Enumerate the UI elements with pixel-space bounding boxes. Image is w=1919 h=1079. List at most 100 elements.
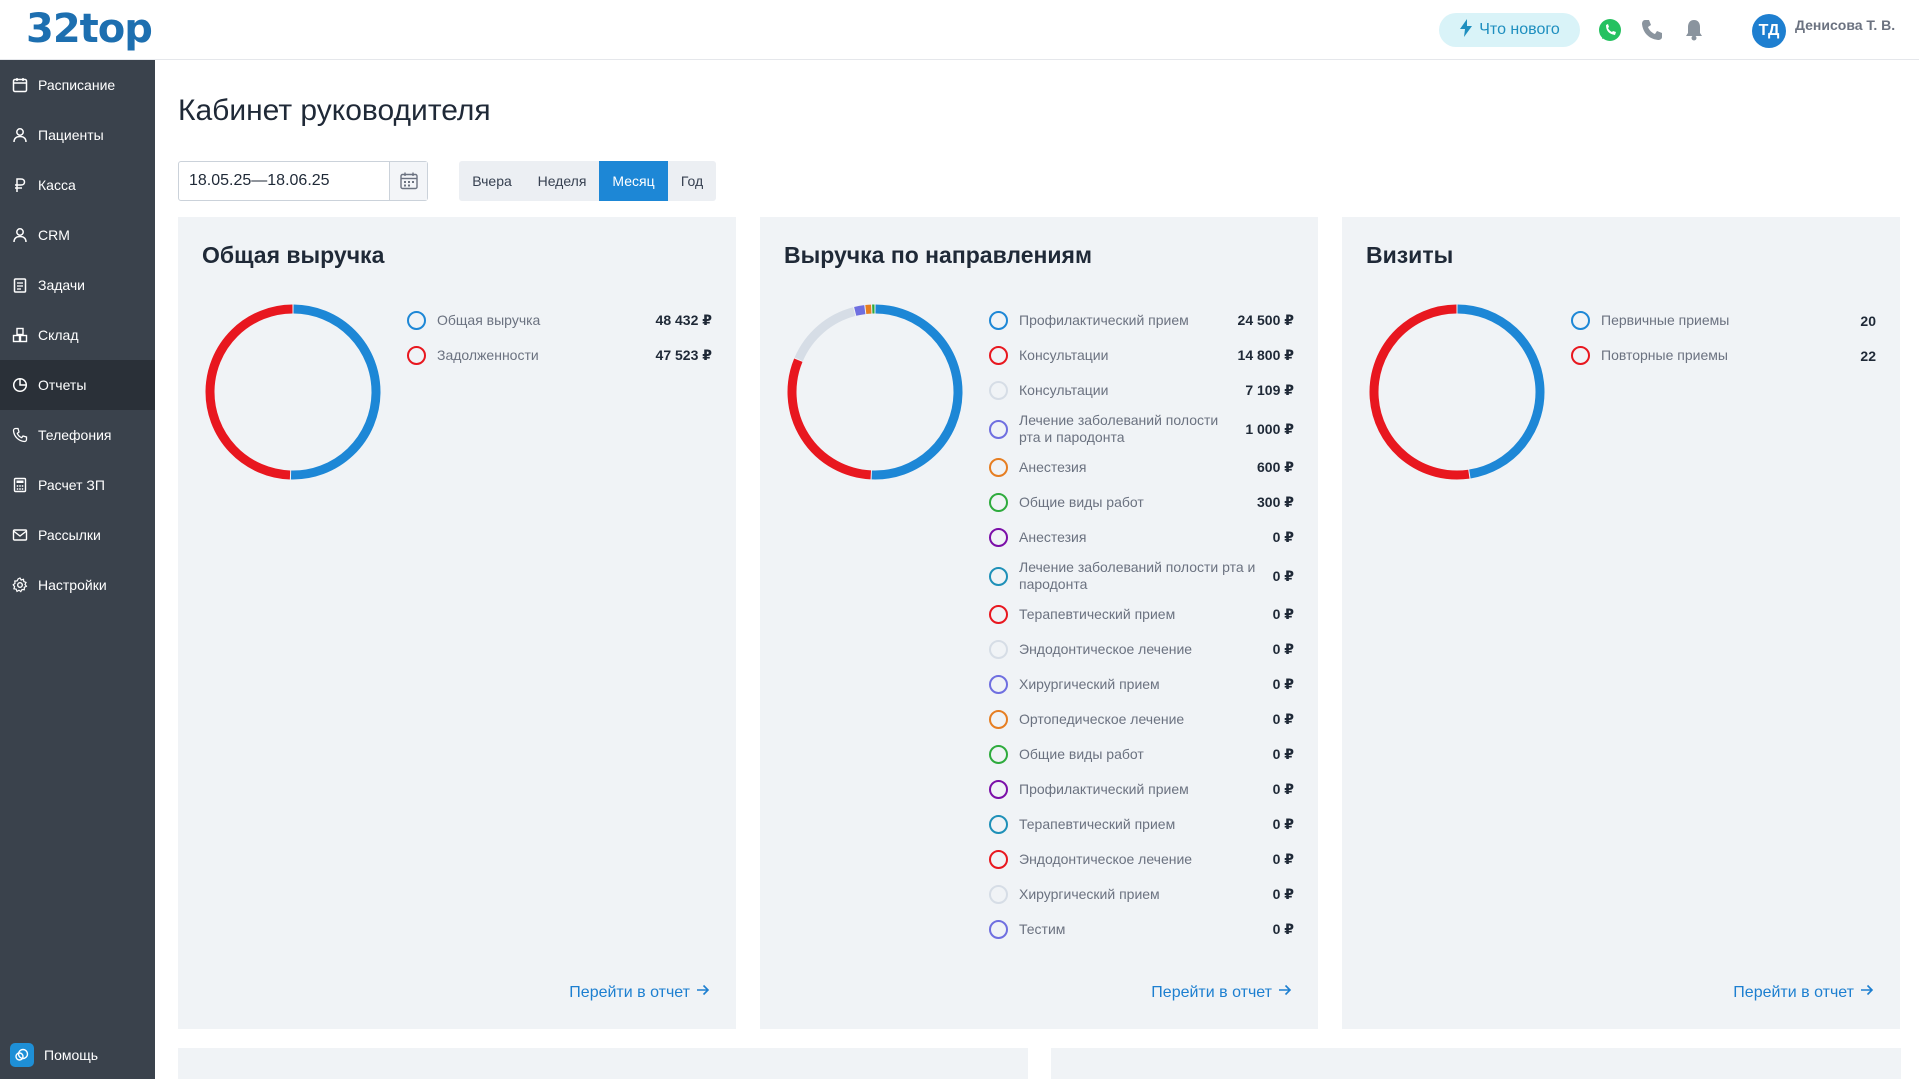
legend-item[interactable]: Хирургический прием 0 ₽ [989, 877, 1294, 912]
sidebar-item-label: Расчет ЗП [38, 477, 105, 493]
legend-marker [989, 381, 1008, 400]
go-to-report-link[interactable]: Перейти в отчет [569, 983, 710, 1002]
period-switcher: Вчера Неделя Месяц Год [459, 161, 716, 201]
page-title: Кабинет руководителя [178, 94, 491, 127]
page-scrollbar[interactable] [1910, 60, 1919, 1079]
legend-item[interactable]: Терапевтический прием 0 ₽ [989, 597, 1294, 632]
legend-item[interactable]: Профилактический прием 0 ₽ [989, 772, 1294, 807]
legend-label: Тестим [1019, 921, 1066, 937]
whats-new-button[interactable]: Что нового [1439, 13, 1580, 47]
legend-item[interactable]: Общие виды работ 0 ₽ [989, 737, 1294, 772]
legend-item[interactable]: Эндодонтическое лечение 0 ₽ [989, 632, 1294, 667]
legend-item[interactable]: Хирургический прием 0 ₽ [989, 667, 1294, 702]
legend-item[interactable]: Консультации 7 109 ₽ [989, 373, 1294, 408]
donut-slice[interactable] [854, 305, 866, 316]
sidebar-item-payroll[interactable]: Расчет ЗП [0, 460, 155, 510]
legend-value: 600 ₽ [1257, 459, 1294, 475]
legend-marker [989, 566, 1008, 586]
report-link-label: Перейти в отчет [569, 983, 690, 1001]
go-to-report-link[interactable]: Перейти в отчет [1151, 983, 1292, 1002]
legend-marker [989, 815, 1008, 834]
help-label: Помощь [44, 1047, 99, 1063]
donut-slice[interactable] [871, 304, 963, 480]
calendar-icon [11, 76, 29, 94]
donut-slice[interactable] [1369, 304, 1470, 480]
legend-item[interactable]: Лечение заболеваний полости рта и пародо… [989, 555, 1294, 597]
legend-item[interactable]: Эндодонтическое лечение 0 ₽ [989, 842, 1294, 877]
sidebar-item-label: Задачи [38, 277, 86, 293]
legend-item[interactable]: Консультации 14 800 ₽ [989, 338, 1294, 373]
sidebar-item-telephony[interactable]: Телефония [0, 410, 155, 460]
sidebar-item-cashbox[interactable]: Касса [0, 160, 155, 210]
sidebar-item-label: CRM [38, 227, 70, 243]
visits-card: Визиты Первичные приемы 20 Повторные прием… [1342, 217, 1900, 1029]
legend-marker [989, 675, 1008, 694]
donut-slice[interactable] [794, 307, 856, 362]
legend-item[interactable]: Анестезия 0 ₽ [989, 520, 1294, 555]
donut-slice[interactable] [787, 358, 872, 480]
period-year-button[interactable]: Год [680, 173, 704, 189]
legend-item[interactable]: Повторные приемы 22 [1571, 338, 1876, 373]
bottom-card-right [1051, 1048, 1901, 1079]
legend-value: 0 ₽ [1272, 816, 1294, 832]
sidebar-item-tasks[interactable]: Задачи [0, 260, 155, 310]
legend-marker [989, 920, 1008, 939]
card-title: Выручка по направлениям [784, 242, 1092, 268]
avatar[interactable]: ТД [1752, 14, 1786, 48]
phone-icon[interactable] [1638, 16, 1666, 44]
legend-item[interactable]: Анестезия 600 ₽ [989, 450, 1294, 485]
legend-item[interactable]: Тестим 0 ₽ [989, 912, 1294, 947]
go-to-report-link[interactable]: Перейти в отчет [1733, 983, 1874, 1002]
legend-item[interactable]: Общие виды работ 300 ₽ [989, 485, 1294, 520]
sidebar-item-warehouse[interactable]: Склад [0, 310, 155, 360]
sidebar-item-crm[interactable]: CRM [0, 210, 155, 260]
donut-slice[interactable] [290, 304, 381, 480]
date-range-value[interactable]: 18.05.25—18.06.25 [189, 172, 330, 189]
donut-slice[interactable] [1457, 304, 1545, 479]
legend-value: 20 [1860, 312, 1876, 329]
donut-slice[interactable] [205, 304, 293, 480]
date-range-picker[interactable]: 18.05.25—18.06.25 [178, 161, 428, 201]
period-month-button[interactable]: Месяц [599, 161, 668, 201]
sidebar-item-mailings[interactable]: Рассылки [0, 510, 155, 560]
legend-value: 0 ₽ [1272, 886, 1294, 902]
legend-item[interactable]: Задолженности 47 523 ₽ [407, 338, 712, 373]
legend-label: Эндодонтическое лечение [1019, 851, 1193, 867]
legend-label: Ортопедическое лечение [1019, 711, 1185, 727]
chat-help-icon [10, 1043, 34, 1067]
sidebar-item-label: Настройки [38, 577, 107, 593]
legend-label: Консультации [1019, 382, 1109, 398]
period-week-button[interactable]: Неделя [537, 173, 587, 189]
arrow-right-icon [696, 983, 710, 1002]
legend-item[interactable]: Профилактический прием 24 500 ₽ [989, 303, 1294, 338]
period-yesterday-button[interactable]: Вчера [472, 173, 512, 189]
whatsapp-icon[interactable] [1596, 16, 1624, 44]
legend-item[interactable]: Ортопедическое лечение 0 ₽ [989, 702, 1294, 737]
gear-icon [11, 576, 29, 594]
legend-value: 0 ₽ [1272, 606, 1294, 622]
app-logo[interactable]: 32top [26, 6, 153, 52]
legend-item[interactable]: Терапевтический прием 0 ₽ [989, 807, 1294, 842]
sidebar-item-reports[interactable]: Отчеты [0, 360, 155, 410]
legend-label: Повторные приемы [1601, 347, 1728, 363]
arrow-right-icon [1278, 983, 1292, 1002]
sidebar-item-label: Касса [38, 177, 76, 193]
legend-value: 48 432 ₽ [655, 312, 712, 328]
calendar-icon[interactable] [389, 162, 427, 200]
help-button[interactable]: Помощь [10, 1043, 98, 1067]
user-name[interactable]: Денисова Т. В. [1795, 17, 1896, 33]
legend-label: Первичные приемы [1601, 312, 1730, 328]
sidebar-item-patients[interactable]: Пациенты [0, 110, 155, 160]
boxes-icon [11, 326, 29, 344]
legend-label: Эндодонтическое лечение [1019, 641, 1193, 657]
legend-item[interactable]: Первичные приемы 20 [1571, 303, 1876, 338]
legend-item[interactable]: Общая выручка 48 432 ₽ [407, 303, 712, 338]
revenue-by-direction-card: Выручка по направлениям Профилактический… [760, 217, 1318, 1029]
legend-marker [989, 311, 1008, 330]
legend-marker [989, 605, 1008, 624]
phone-icon [11, 426, 29, 444]
legend-item[interactable]: Лечение заболеваний полости рта и пародо… [989, 408, 1294, 450]
bell-icon[interactable] [1680, 16, 1708, 44]
sidebar-item-settings[interactable]: Настройки [0, 560, 155, 610]
sidebar-item-schedule[interactable]: Расписание [0, 60, 155, 110]
